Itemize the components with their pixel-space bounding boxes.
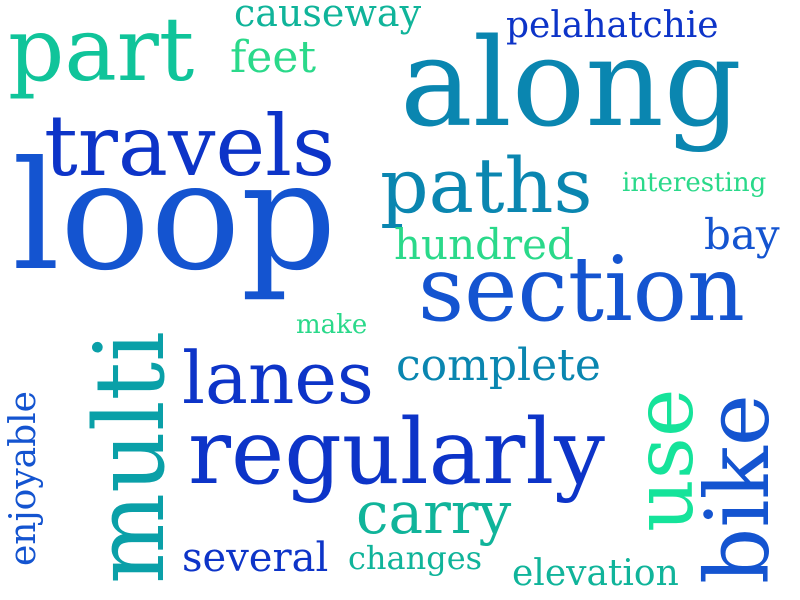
word-pelahatchie: pelahatchie — [506, 5, 719, 46]
word-bike: bike — [686, 394, 789, 584]
word-make: make — [296, 310, 368, 340]
word-feet: feet — [230, 32, 317, 83]
word-part: part — [8, 0, 195, 101]
word-carry: carry — [356, 479, 512, 547]
word-elevation: elevation — [512, 553, 679, 594]
word-bay: bay — [704, 210, 780, 259]
word-travels: travels — [44, 97, 336, 195]
word-complete: complete — [396, 340, 601, 391]
word-enjoyable: enjoyable — [3, 391, 44, 566]
word-multi: multi — [74, 331, 186, 584]
word-along: along — [400, 12, 742, 154]
word-several: several — [182, 535, 329, 581]
word-interesting: interesting — [622, 168, 767, 198]
word-changes: changes — [348, 539, 483, 577]
word-section: section — [418, 237, 745, 342]
word-lanes: lanes — [182, 336, 374, 420]
word-paths: paths — [380, 141, 593, 230]
word-regularly: regularly — [188, 400, 605, 505]
word-hundred: hundred — [394, 220, 574, 269]
word-causeway: causeway — [234, 0, 422, 35]
word-loop: loop — [12, 130, 337, 304]
